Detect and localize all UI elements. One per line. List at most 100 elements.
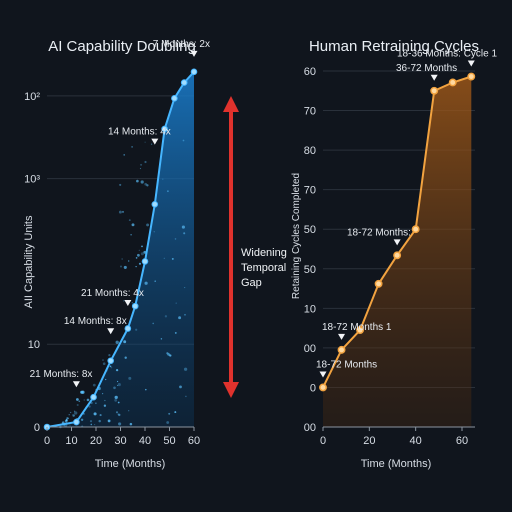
ai-particle <box>183 232 186 235</box>
ai-annotation-label: 14 Months: 8x <box>64 316 127 327</box>
ai-data-point <box>180 79 188 86</box>
ai-particle <box>93 412 97 416</box>
hu-y-tick-label: 10 <box>304 303 316 315</box>
ai-x-tick-label: 40 <box>139 435 151 447</box>
ai-particle <box>118 210 122 214</box>
ai-particle <box>103 404 107 407</box>
hu-y-tick-label: 0 <box>310 382 316 394</box>
ai-x-ticks: 0 10 20 30 40 50 60 <box>44 427 200 447</box>
ai-particle <box>102 393 104 395</box>
human-x-axis-label: Time (Months) <box>361 458 432 470</box>
ai-particle <box>102 362 106 366</box>
human-area-fill <box>323 76 472 427</box>
ai-particle <box>146 223 150 227</box>
ai-particle <box>65 419 68 422</box>
ai-particle <box>139 167 142 170</box>
ai-particle <box>128 260 130 262</box>
ai-particle <box>74 411 78 415</box>
ai-y-ticks: 0 10 10³ 10² <box>24 91 40 434</box>
ai-particle <box>83 399 85 401</box>
ai-particle <box>72 414 75 417</box>
hu-data-point <box>374 279 383 288</box>
hu-annotation-label: 18-72 Months <box>316 359 377 370</box>
ai-particle <box>128 219 131 222</box>
hu-x-tick-label: 40 <box>410 435 422 447</box>
ai-x-tick-label: 20 <box>90 435 102 447</box>
hu-y-tick-label: 50 <box>304 224 316 236</box>
ai-annotation-label: 14 Months: 4x <box>108 127 171 138</box>
ai-particle <box>136 179 139 183</box>
ai-annotations: 21 Months: 8x 14 Months: 8x 21 Months: 4x 1… <box>30 39 210 388</box>
ai-particle <box>117 413 120 416</box>
ai-particle <box>171 257 174 260</box>
ai-particle <box>184 287 186 289</box>
ai-particle <box>141 245 143 248</box>
ai-y-tick-label: 10 <box>28 339 40 351</box>
gap-label-line-2: Temporal <box>241 262 286 274</box>
ai-data-point <box>73 418 80 426</box>
ai-particle <box>136 253 140 257</box>
hu-x-tick-label: 60 <box>456 435 468 447</box>
ai-particle <box>69 424 71 426</box>
ai-particle <box>80 390 84 394</box>
ai-particle <box>175 302 177 304</box>
ai-particle <box>92 383 96 387</box>
ai-particle <box>162 178 164 180</box>
ai-particle <box>111 367 113 369</box>
ai-annotation-label: 21 Months: 8x <box>30 369 93 380</box>
ai-particle <box>153 231 155 233</box>
ai-particle <box>69 411 72 414</box>
hu-y-tick-label: 50 <box>304 264 316 276</box>
ai-data-point <box>151 200 159 208</box>
ai-particle <box>108 353 111 357</box>
ai-chart: AI Capability Doubling 21 Months: 8x 14 M… <box>23 38 210 470</box>
ai-y-tick-label: 10³ <box>24 174 40 186</box>
ai-particle <box>115 340 119 344</box>
gap-label-line-1: Widening <box>241 247 287 259</box>
ai-particle <box>86 398 90 402</box>
ai-particle <box>88 405 91 408</box>
ai-particle <box>118 422 122 426</box>
ai-particle <box>121 258 123 260</box>
ai-data-point <box>124 325 132 332</box>
ai-particle <box>128 376 132 380</box>
ai-particle <box>144 141 146 143</box>
ai-particle <box>154 280 156 282</box>
hu-y-tick-label: 60 <box>304 66 316 78</box>
ai-annotation-marker <box>124 300 132 307</box>
ai-data-point <box>190 68 198 76</box>
ai-particle <box>114 398 118 402</box>
ai-particle <box>130 234 132 236</box>
ai-particle <box>107 419 111 423</box>
hu-y-tick-label: 00 <box>304 422 316 434</box>
ai-particle <box>128 410 130 412</box>
ai-particle <box>163 257 165 259</box>
ai-particle <box>115 411 119 414</box>
ai-particle <box>117 380 119 383</box>
ai-particle <box>174 238 177 240</box>
hu-annotation-marker <box>467 60 475 67</box>
ai-particle <box>124 356 127 359</box>
ai-particle <box>144 281 148 285</box>
ai-particle <box>138 262 142 265</box>
ai-particle <box>146 184 149 187</box>
ai-particle <box>83 413 85 415</box>
ai-particle <box>160 338 163 340</box>
ai-particle <box>131 302 133 304</box>
gap-label-line-3: Gap <box>241 277 262 289</box>
ai-data-point <box>171 95 178 102</box>
ai-particle <box>73 410 76 412</box>
ai-particle <box>89 420 93 423</box>
ai-y-axis-label: AII Capability Units <box>23 215 35 308</box>
ai-particle <box>99 414 102 417</box>
ai-particle <box>140 252 144 256</box>
ai-particle <box>179 385 182 389</box>
ai-particle <box>123 265 127 269</box>
ai-particle <box>117 383 121 387</box>
ai-annotation-marker <box>72 381 80 388</box>
ai-particle <box>131 223 135 227</box>
ai-annotation-label: 21 Months: 4x <box>81 288 144 299</box>
ai-particle <box>66 417 69 420</box>
ai-particle <box>105 378 107 381</box>
